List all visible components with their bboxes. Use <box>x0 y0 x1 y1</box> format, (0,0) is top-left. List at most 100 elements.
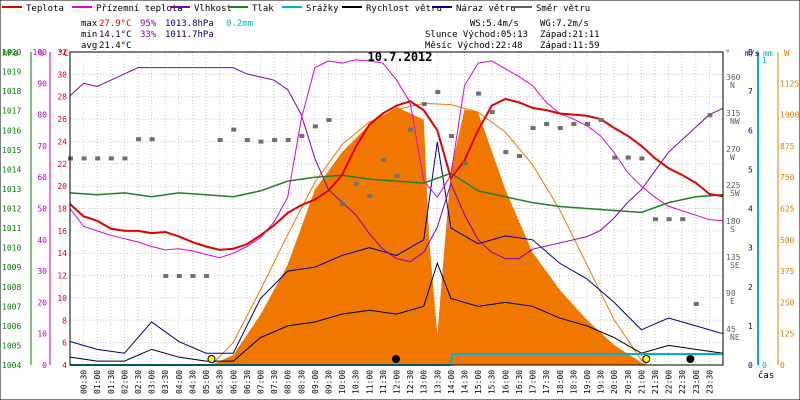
humidity-tick-label: 60 <box>37 173 47 182</box>
pressure-tick-label: 1015 <box>2 146 21 155</box>
stat-moon-rise: Měsíc Východ:22:48 <box>425 41 523 51</box>
time-tick-label: 18:00 <box>556 370 565 394</box>
wind-direction-point <box>380 158 386 162</box>
humidity-tick-label: 50 <box>37 205 47 214</box>
plot-frame <box>69 51 724 366</box>
wind-direction-point <box>476 91 482 96</box>
direction-tick-sublabel: NW <box>730 117 740 126</box>
humidity-tick-label: 10 <box>37 330 47 339</box>
wind-direction-point <box>285 138 291 142</box>
svg-text:Srážky: Srážky <box>306 4 339 14</box>
time-tick-label: 23:30 <box>705 370 714 394</box>
solar-area <box>211 107 647 365</box>
wind-direction-point <box>149 137 155 142</box>
series-pressure-line <box>69 172 724 214</box>
time-tick-label: 07:00 <box>256 370 265 394</box>
temperature-tick-label: 30 <box>57 70 67 79</box>
svg-text:Tlak: Tlak <box>252 4 274 14</box>
pressure-tick-label: 1017 <box>2 107 21 116</box>
legend-entry-vlhkost: Vlhkost <box>170 4 232 14</box>
stat-moon-set: Západ:11:59 <box>540 41 600 51</box>
direction-tick-label: 135 <box>726 253 741 262</box>
axis-unit-wind: m/s <box>745 49 760 58</box>
time-tick-label: 16:00 <box>501 370 510 394</box>
rain-tick-label: 0 <box>762 361 767 370</box>
temperature-tick-label: 10 <box>57 294 67 303</box>
direction-tick-label: 270 <box>726 145 741 154</box>
chart-title: 10.7.2012 <box>367 50 432 64</box>
direction-tick-sublabel: SW <box>730 189 740 198</box>
pressure-tick-label: 1007 <box>2 302 21 311</box>
axis-unit-direction: ° <box>725 49 730 59</box>
wind-direction-point <box>163 274 169 278</box>
temperature-tick-label: 14 <box>57 249 67 258</box>
solar-max-line <box>211 102 648 366</box>
series-humidity-line <box>69 67 724 263</box>
time-tick-label: 17:30 <box>542 370 551 394</box>
wind-tick-label: 6 <box>748 126 753 135</box>
pressure-tick-label: 1005 <box>2 341 21 350</box>
time-tick-label: 13:00 <box>420 370 429 394</box>
wind-tick-label: 0 <box>748 361 753 370</box>
axis-unit-pressure: hPa <box>2 49 18 59</box>
stat-min-hum: 33% <box>140 30 157 40</box>
stat-sun-set: Západ:21:11 <box>540 30 600 40</box>
moonrise-marker <box>686 355 695 363</box>
time-tick-label: 19:00 <box>583 370 592 394</box>
pressure-tick-label: 1014 <box>2 165 21 174</box>
wind-tick-label: 3 <box>748 244 753 253</box>
stat-max-label: max <box>81 19 98 29</box>
solar-tick-label: 1125 <box>780 79 799 88</box>
temperature-tick-label: 22 <box>57 160 67 169</box>
stats-block: max 27.9°C 95% 1013.8hPa 0.2mm min 14.1°… <box>81 19 600 51</box>
wind-direction-point <box>612 155 618 160</box>
time-tick-label: 05:30 <box>216 370 225 394</box>
axis-unit-rain: mm <box>763 49 773 58</box>
time-tick-label: 21:30 <box>651 370 660 394</box>
legend-entry-naraz-vetru: Náraz větru <box>432 4 516 14</box>
wind-direction-point <box>435 90 441 94</box>
solar-tick-label: 875 <box>780 142 795 151</box>
stat-max-hum: 95% <box>140 19 157 29</box>
wind-direction-point <box>272 138 278 142</box>
pressure-tick-label: 1004 <box>2 361 21 370</box>
legend-entry-teplota: Teplota <box>2 4 64 14</box>
temperature-tick-label: 28 <box>57 93 67 102</box>
time-tick-label: 09:00 <box>311 370 320 394</box>
direction-tick-sublabel: W <box>730 153 735 162</box>
wind-direction-point <box>530 126 536 130</box>
axis-unit-solar: W <box>784 49 790 59</box>
pressure-tick-label: 1019 <box>2 68 21 77</box>
legend: Teplota Přízemní teplota Vlhkost Tlak Sr… <box>2 4 590 14</box>
wind-direction-point <box>95 156 101 161</box>
series-layer <box>68 59 724 366</box>
wind-direction-point <box>258 139 264 144</box>
wind-direction-point <box>516 154 522 158</box>
pressure-tick-label: 1013 <box>2 185 21 194</box>
pressure-tick-label: 1012 <box>2 205 21 214</box>
time-tick-label: 08:30 <box>297 370 306 394</box>
wind-direction-point <box>503 150 509 154</box>
time-tick-label: 15:30 <box>488 370 497 394</box>
wind-direction-point <box>544 122 550 126</box>
time-tick-label: 10:00 <box>338 370 347 394</box>
wind-direction-point <box>448 134 454 138</box>
wind-direction-point <box>81 156 87 161</box>
humidity-tick-label: 30 <box>37 267 47 276</box>
axis-unit-humidity: % <box>38 49 44 59</box>
direction-tick-label: 180 <box>726 217 741 226</box>
time-tick-label: 01:00 <box>93 370 102 394</box>
stat-min-temp: 14.1°C <box>99 30 132 40</box>
wind-direction-point <box>326 118 332 122</box>
pressure-tick-label: 1008 <box>2 283 21 292</box>
humidity-tick-label: 80 <box>37 111 47 120</box>
time-tick-label: 00:30 <box>80 370 89 394</box>
time-tick-label: 04:30 <box>188 370 197 394</box>
time-tick-label: 22:00 <box>665 370 674 394</box>
wind-direction-point <box>693 302 699 306</box>
svg-text:Vlhkost: Vlhkost <box>194 4 232 14</box>
direction-tick-label: 90 <box>726 289 736 298</box>
legend-entry-smer-vetru: Směr větru <box>512 4 590 14</box>
solar-tick-label: 500 <box>780 236 795 245</box>
